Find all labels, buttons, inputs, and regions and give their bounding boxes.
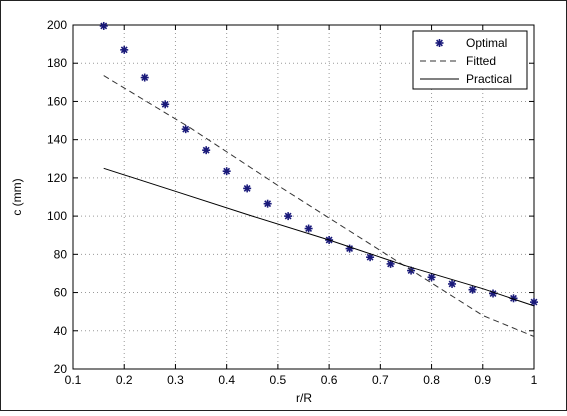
marker-stroke [141, 74, 149, 82]
marker-stroke [510, 294, 517, 302]
y-tick-label: 40 [54, 324, 68, 338]
marker-stroke [223, 167, 231, 175]
optimal-point [304, 224, 313, 233]
y-tick-label: 160 [47, 94, 67, 108]
marker-stroke [428, 273, 436, 281]
plot-area-border [72, 24, 535, 370]
optimal-point [448, 279, 457, 288]
legend: Optimal Fitted Practical [412, 30, 528, 90]
optimal-point [284, 212, 293, 221]
optimal-point [386, 259, 395, 268]
series [99, 21, 538, 337]
marker-stroke [264, 200, 272, 208]
y-tick-label: 180 [47, 56, 67, 70]
x-tick-label: 0.2 [116, 373, 133, 387]
x-tick-label: 1 [531, 373, 538, 387]
optimal-point [530, 298, 538, 307]
marker-stroke [489, 290, 497, 297]
y-axis-label: c (mm) [10, 178, 24, 215]
optimal-point [202, 146, 211, 155]
optimal-point [120, 45, 129, 54]
x-tick-label: 0.1 [65, 373, 82, 387]
marker-stroke [161, 100, 169, 108]
marker-stroke [100, 22, 108, 30]
x-tick-label: 0.5 [270, 373, 287, 387]
marker-stroke [448, 280, 456, 288]
marker-stroke [346, 245, 354, 253]
legend-label-optimal: Optimal [466, 36, 507, 50]
optimal-point [140, 73, 149, 82]
y-tick-label: 200 [47, 18, 67, 32]
optimal-point [222, 167, 231, 176]
optimal-point [345, 244, 354, 253]
optimal-point [181, 125, 190, 134]
optimal-point [427, 273, 436, 282]
x-tick-label: 0.8 [423, 373, 440, 387]
marker-stroke [284, 212, 292, 220]
optimal-point [161, 100, 170, 109]
y-tick-label: 20 [54, 362, 68, 376]
y-tick-label: 80 [54, 247, 68, 261]
optimal-point [468, 285, 477, 294]
axes [72, 24, 535, 370]
x-tick-label: 0.6 [321, 373, 338, 387]
optimal-point [243, 184, 252, 193]
ticks: 0.1 0.2 0.3 0.4 0.5 0.6 0.7 0.8 0.9 1204060801001… [47, 18, 538, 387]
y-tick-label: 120 [47, 171, 67, 185]
legend-marker-optimal [435, 39, 444, 47]
legend-label-practical: Practical [466, 72, 512, 86]
marker-stroke [120, 46, 128, 54]
grid [73, 25, 534, 369]
y-tick-label: 140 [47, 133, 67, 147]
optimal-point [263, 199, 272, 208]
marker-stroke [469, 286, 476, 294]
marker-stroke [305, 225, 313, 232]
marker-stroke [243, 184, 251, 192]
x-axis-label: r/R [296, 391, 312, 405]
optimal-point [99, 21, 108, 30]
marker-stroke [202, 146, 210, 154]
y-tick-label: 60 [54, 286, 68, 300]
marker-stroke [530, 298, 538, 306]
x-tick-label: 0.4 [218, 373, 235, 387]
x-tick-label: 0.7 [372, 373, 389, 387]
marker-stroke [387, 260, 395, 268]
x-tick-label: 0.3 [167, 373, 184, 387]
y-tick-label: 100 [47, 209, 67, 223]
fitted-line [103, 75, 535, 337]
marker-stroke [366, 253, 374, 261]
marker-stroke [436, 39, 443, 47]
x-tick-label: 0.9 [474, 373, 491, 387]
practical-line [103, 167, 535, 307]
marker-stroke [182, 125, 190, 133]
optimal-point [366, 253, 375, 262]
legend-label-fitted: Fitted [466, 54, 496, 68]
